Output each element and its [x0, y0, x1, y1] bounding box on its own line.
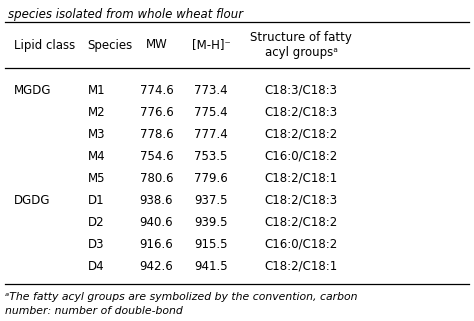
Text: 753.5: 753.5: [194, 150, 228, 162]
Text: ᵃThe fatty acyl groups are symbolized by the convention, carbon: ᵃThe fatty acyl groups are symbolized by…: [5, 292, 357, 302]
Text: 916.6: 916.6: [139, 238, 173, 250]
Text: 942.6: 942.6: [139, 259, 173, 273]
Text: C18:2/C18:1: C18:2/C18:1: [264, 259, 337, 273]
Text: D2: D2: [88, 215, 104, 229]
Text: Lipid class: Lipid class: [14, 39, 75, 51]
Text: 754.6: 754.6: [140, 150, 173, 162]
Text: MW: MW: [146, 39, 167, 51]
Text: 778.6: 778.6: [140, 127, 173, 141]
Text: 915.5: 915.5: [194, 238, 228, 250]
Text: D1: D1: [88, 194, 104, 206]
Text: species isolated from whole wheat flour: species isolated from whole wheat flour: [8, 8, 243, 21]
Text: 777.4: 777.4: [194, 127, 228, 141]
Text: M4: M4: [88, 150, 105, 162]
Text: 775.4: 775.4: [194, 106, 228, 118]
Text: 779.6: 779.6: [194, 171, 228, 185]
Text: D4: D4: [88, 259, 104, 273]
Text: 773.4: 773.4: [194, 83, 228, 97]
Text: 939.5: 939.5: [194, 215, 228, 229]
Text: 938.6: 938.6: [140, 194, 173, 206]
Text: MGDG: MGDG: [14, 83, 52, 97]
Text: M5: M5: [88, 171, 105, 185]
Text: M1: M1: [88, 83, 105, 97]
Text: C18:2/C18:2: C18:2/C18:2: [264, 127, 337, 141]
Text: 774.6: 774.6: [139, 83, 173, 97]
Text: 941.5: 941.5: [194, 259, 228, 273]
Text: number: number of double-bond: number: number of double-bond: [5, 306, 183, 316]
Text: C18:2/C18:3: C18:2/C18:3: [264, 194, 337, 206]
Text: M2: M2: [88, 106, 105, 118]
Text: 937.5: 937.5: [194, 194, 228, 206]
Text: [M-H]⁻: [M-H]⁻: [191, 39, 230, 51]
Text: M3: M3: [88, 127, 105, 141]
Text: 940.6: 940.6: [140, 215, 173, 229]
Text: Species: Species: [88, 39, 133, 51]
Text: C18:2/C18:2: C18:2/C18:2: [264, 215, 337, 229]
Text: 776.6: 776.6: [139, 106, 173, 118]
Text: C16:0/C18:2: C16:0/C18:2: [264, 238, 337, 250]
Text: C18:2/C18:1: C18:2/C18:1: [264, 171, 337, 185]
Text: Structure of fatty
acyl groupsᵃ: Structure of fatty acyl groupsᵃ: [250, 31, 352, 59]
Text: 780.6: 780.6: [140, 171, 173, 185]
Text: C18:2/C18:3: C18:2/C18:3: [264, 106, 337, 118]
Text: C16:0/C18:2: C16:0/C18:2: [264, 150, 337, 162]
Text: D3: D3: [88, 238, 104, 250]
Text: C18:3/C18:3: C18:3/C18:3: [264, 83, 337, 97]
Text: DGDG: DGDG: [14, 194, 51, 206]
